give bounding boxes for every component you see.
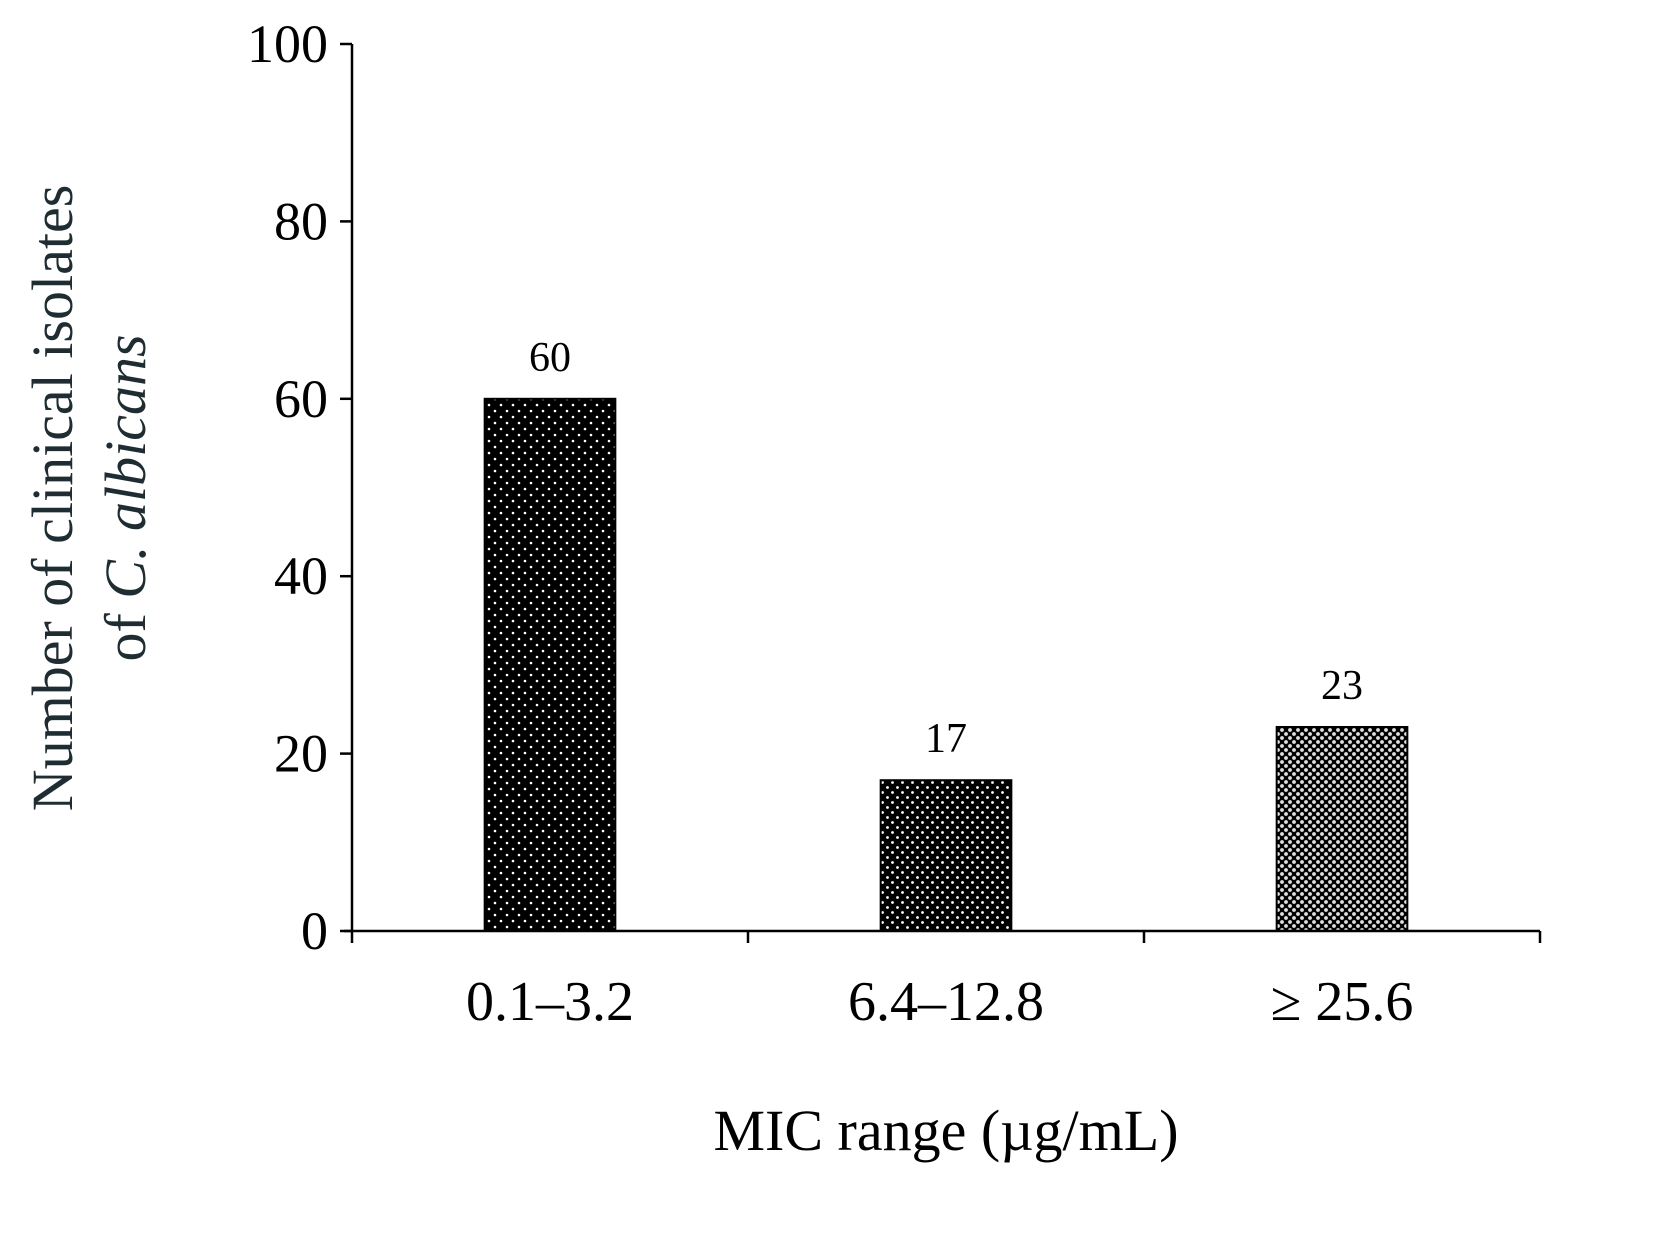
y-tick-label: 60 [274,369,328,429]
y-axis-title-line2: of C. albicans [93,334,158,661]
y-axis-title-line1: Number of clinical isolates [20,185,85,812]
y-ticks-group: 0 20 40 60 80 100 [247,14,352,961]
y-axis-title: Number of clinical isolates of C. albica… [20,185,158,812]
bar-2 [879,779,1013,933]
x-ticks-group [350,931,1542,943]
bar-value-label: 17 [925,716,967,762]
y-tick-label: 40 [274,546,328,606]
bar-1 [483,397,617,932]
category-labels-group: 0.1–3.2 6.4–12.8 ≥ 25.6 [466,971,1413,1033]
x-axis-title: MIC range (µg/mL) [713,1098,1178,1163]
x-category-label: ≥ 25.6 [1271,971,1414,1033]
bar-3 [1275,725,1409,932]
x-category-label: 0.1–3.2 [466,971,634,1033]
bars-group [483,397,1409,933]
y-tick-label: 20 [274,724,328,784]
bar-value-label: 60 [529,335,571,381]
axes-group [344,44,1540,933]
y-axis-title-species: C. albicans [93,334,158,598]
bar-value-label: 23 [1321,663,1363,709]
y-tick-label: 100 [247,14,328,74]
y-axis-title-prefix: of [93,599,158,662]
value-labels-group: 60 17 23 [529,335,1363,762]
y-tick-label: 80 [274,191,328,251]
y-tick-label: 0 [301,901,328,961]
x-category-label: 6.4–12.8 [848,971,1044,1033]
